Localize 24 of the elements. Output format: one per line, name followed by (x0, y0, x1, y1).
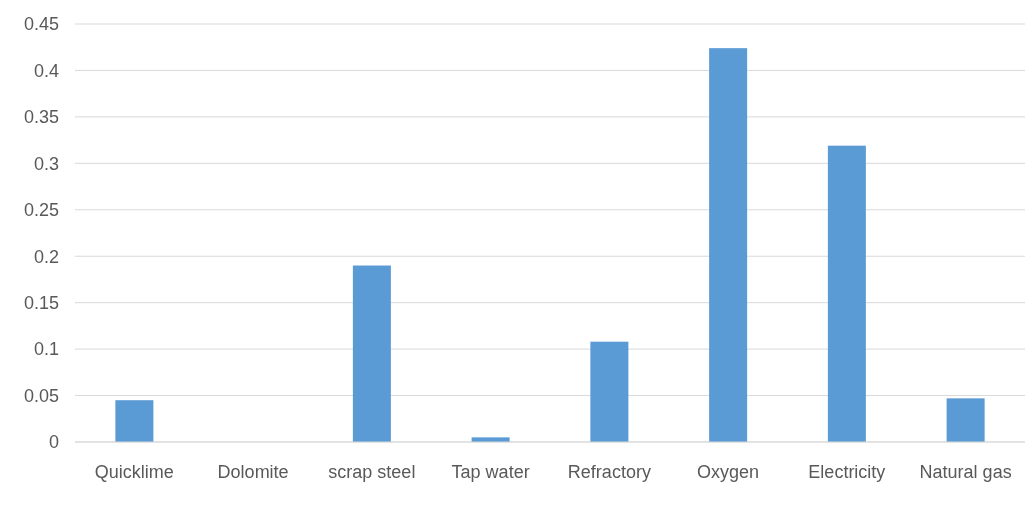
y-tick-label: 0.2 (33, 246, 59, 267)
x-tick-label: Dolomite (217, 462, 289, 482)
bar (946, 398, 985, 442)
y-tick-label: 0.35 (23, 107, 59, 128)
x-tick-label: Oxygen (697, 462, 760, 482)
y-tick-label: 0.15 (23, 292, 59, 313)
bar (352, 265, 391, 442)
y-tick-label: 0.05 (23, 385, 59, 406)
y-tick-label: 0.3 (33, 153, 59, 174)
bar (590, 341, 629, 442)
x-tick-label: Quicklime (94, 462, 174, 482)
bar (827, 145, 866, 442)
y-tick-label: 0.4 (33, 60, 59, 81)
x-tick-label: Natural gas (919, 462, 1012, 482)
y-tick-label: 0.45 (23, 14, 59, 35)
y-tick-label: 0.25 (23, 200, 59, 221)
bar (709, 48, 748, 442)
x-tick-label: Electricity (808, 462, 886, 482)
x-tick-label: Refractory (567, 462, 651, 482)
bar (115, 400, 154, 442)
y-tick-label: 0 (48, 432, 59, 453)
x-tick-label: scrap steel (328, 462, 416, 482)
y-tick-label: 0.1 (33, 339, 59, 360)
x-tick-label: Tap water (451, 462, 530, 482)
